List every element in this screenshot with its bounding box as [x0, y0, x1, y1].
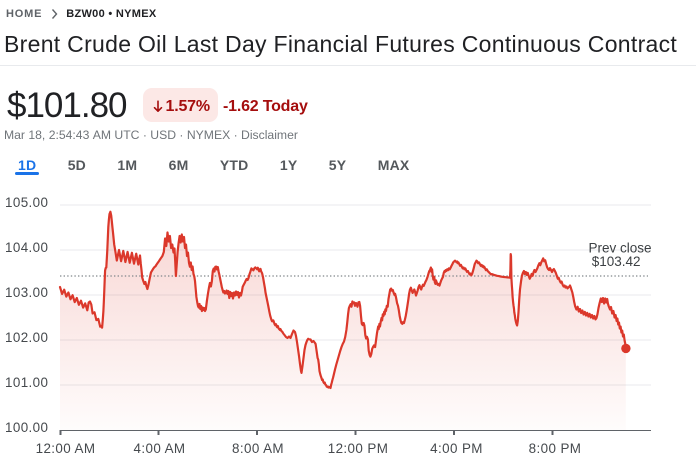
svg-text:103.00: 103.00 — [5, 285, 48, 300]
svg-text:102.00: 102.00 — [5, 330, 48, 345]
svg-text:105.00: 105.00 — [5, 195, 48, 210]
svg-text:12:00 PM: 12:00 PM — [328, 441, 389, 456]
svg-text:100.00: 100.00 — [5, 420, 48, 435]
svg-text:101.00: 101.00 — [5, 375, 48, 390]
svg-text:8:00 AM: 8:00 AM — [232, 441, 284, 456]
svg-text:$103.42: $103.42 — [592, 254, 641, 269]
svg-text:104.00: 104.00 — [5, 240, 48, 255]
svg-text:Prev close: Prev close — [588, 240, 651, 255]
svg-text:4:00 AM: 4:00 AM — [134, 441, 186, 456]
svg-text:8:00 PM: 8:00 PM — [529, 441, 582, 456]
svg-text:4:00 PM: 4:00 PM — [430, 441, 483, 456]
svg-text:12:00 AM: 12:00 AM — [36, 441, 96, 456]
